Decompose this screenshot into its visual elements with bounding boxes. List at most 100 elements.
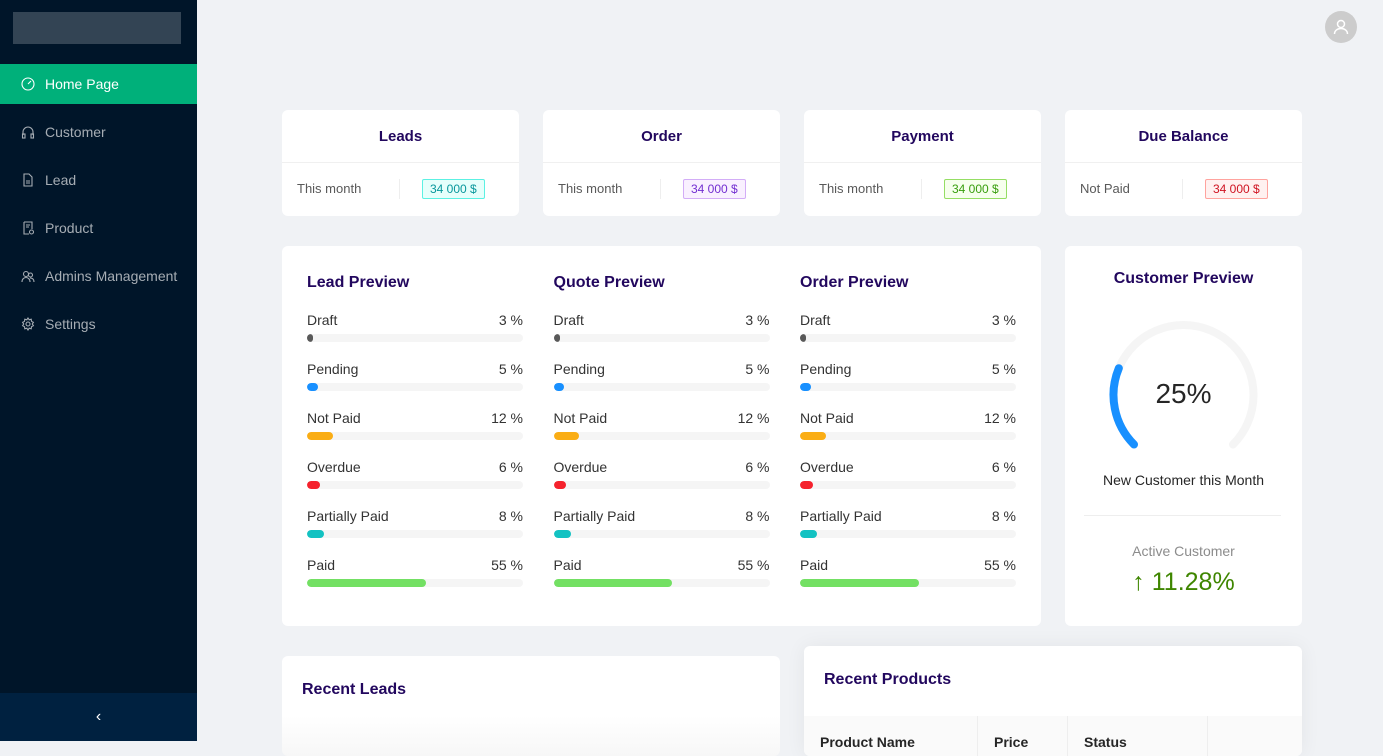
progress-bar [307, 432, 523, 440]
preview-quote-preview: Quote Preview Draft 3 % Pending 5 % Not Paid 1… [553, 274, 770, 606]
progress-row: Pending 5 % [800, 361, 1016, 410]
progress-label: Partially Paid [553, 508, 636, 524]
progress-row: Draft 3 % [307, 312, 523, 361]
sidebar-item-label: Lead [45, 172, 77, 188]
sidebar-item-label: Settings [45, 316, 96, 332]
preview-lead-preview: Lead Preview Draft 3 % Pending 5 % Not Paid 12… [307, 274, 523, 606]
progress-bar [553, 579, 770, 587]
sidebar-item-label: Product [45, 220, 94, 236]
progress-bar [800, 481, 1016, 489]
progress-value: 55 % [984, 557, 1016, 573]
gauge-fill [1109, 364, 1139, 449]
progress-bar [307, 579, 523, 587]
progress-fill [553, 530, 571, 538]
progress-value: 55 % [491, 557, 523, 573]
gauge-percent: 25% [1155, 378, 1212, 409]
stat-period: This month [804, 179, 922, 199]
sidebar-item-settings[interactable]: Settings [0, 304, 197, 344]
progress-label: Not Paid [307, 410, 361, 426]
sidebar-item-admins-management[interactable]: Admins Management [0, 256, 197, 296]
progress-value: 55 % [737, 557, 770, 573]
customer-preview-card: Customer Preview 25% New Customer this M… [1065, 246, 1302, 626]
progress-row: Not Paid 12 % [307, 410, 523, 459]
progress-row: Paid 55 % [553, 557, 770, 606]
sidebar-item-home-page[interactable]: Home Page [0, 64, 197, 104]
progress-fill [800, 481, 813, 489]
progress-bar [800, 334, 1016, 342]
progress-row: Paid 55 % [307, 557, 523, 606]
sidebar-item-customer[interactable]: Customer [0, 112, 197, 152]
user-icon [1333, 19, 1349, 35]
stat-value-tag: 34 000 $ [683, 179, 746, 199]
stat-value-tag: 34 000 $ [422, 179, 485, 199]
progress-value: 3 % [745, 312, 770, 328]
progress-bar [553, 334, 770, 342]
progress-label: Overdue [307, 459, 361, 475]
progress-bar [553, 383, 770, 391]
recent-leads-title: Recent Leads [302, 681, 407, 698]
progress-bar [553, 481, 770, 489]
progress-value: 12 % [984, 410, 1016, 426]
progress-fill [307, 334, 314, 342]
progress-row: Pending 5 % [553, 361, 770, 410]
divider [1084, 515, 1281, 516]
progress-label: Paid [800, 557, 829, 573]
progress-label: Pending [800, 361, 852, 377]
progress-fill [800, 432, 826, 440]
progress-label: Draft [307, 312, 338, 328]
progress-fill [553, 481, 567, 489]
progress-value: 8 % [498, 508, 523, 524]
collapse-button[interactable]: ‹ [0, 693, 197, 741]
progress-label: Overdue [553, 459, 608, 475]
progress-bar [307, 383, 523, 391]
sidebar-item-lead[interactable]: Lead [0, 160, 197, 200]
progress-bar [553, 530, 770, 538]
progress-bar [307, 334, 523, 342]
stat-card-due-balance: Due Balance Not Paid 34 000 $ [1065, 110, 1302, 216]
stat-value-tag: 34 000 $ [1205, 179, 1268, 199]
gear-icon [21, 317, 35, 331]
customer-preview-title: Customer Preview [1113, 270, 1254, 287]
sidebar-item-label: Admins Management [45, 268, 178, 284]
progress-row: Draft 3 % [800, 312, 1016, 361]
progress-bar [800, 530, 1016, 538]
stat-period: This month [543, 179, 661, 199]
column-header[interactable]: Price [978, 716, 1068, 756]
progress-label: Partially Paid [307, 508, 389, 524]
column-header[interactable]: Product Name [804, 716, 978, 756]
file-icon [23, 173, 33, 187]
stat-card-order: Order This month 34 000 $ [543, 110, 780, 216]
user-avatar[interactable] [1325, 11, 1357, 43]
stat-title: Payment [804, 110, 1041, 163]
sidebar-item-product[interactable]: Product [0, 208, 197, 248]
progress-row: Partially Paid 8 % [800, 508, 1016, 557]
progress-fill [307, 579, 426, 587]
stat-title: Due Balance [1065, 110, 1302, 163]
progress-value: 12 % [737, 410, 770, 426]
stat-title: Order [543, 110, 780, 163]
progress-value: 8 % [991, 508, 1016, 524]
progress-value: 5 % [745, 361, 770, 377]
dashboard-icon [21, 77, 35, 91]
progress-label: Draft [800, 312, 831, 328]
progress-value: 5 % [991, 361, 1016, 377]
progress-row: Pending 5 % [307, 361, 523, 410]
sidebar-item-label: Customer [45, 124, 106, 140]
stat-title: Leads [282, 110, 519, 163]
chevron-left-icon: ‹ [95, 708, 102, 725]
progress-label: Not Paid [800, 410, 854, 426]
recent-leads-card: Recent Leads [282, 656, 780, 756]
progress-row: Paid 55 % [800, 557, 1016, 606]
arrow-up-icon: ↑ [1132, 568, 1145, 596]
product-icon [23, 221, 35, 235]
progress-bar [800, 432, 1016, 440]
team-icon [21, 270, 35, 283]
column-header[interactable]: Status [1068, 716, 1208, 756]
logo[interactable] [13, 12, 181, 44]
progress-value: 6 % [745, 459, 770, 475]
progress-fill [800, 383, 811, 391]
progress-label: Draft [553, 312, 584, 328]
progress-row: Not Paid 12 % [553, 410, 770, 459]
progress-row: Overdue 6 % [553, 459, 770, 508]
active-customer-label: Active Customer [1132, 543, 1235, 559]
